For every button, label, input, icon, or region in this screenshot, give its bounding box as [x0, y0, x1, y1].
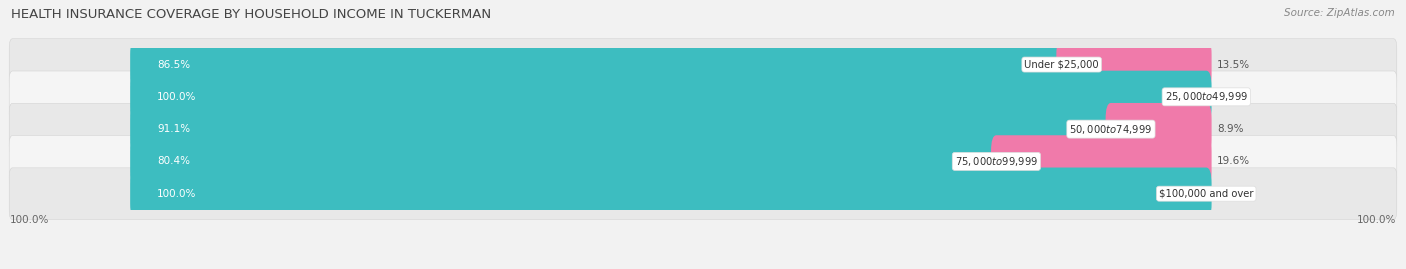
Text: $100,000 and over: $100,000 and over — [1159, 189, 1254, 199]
Text: $50,000 to $74,999: $50,000 to $74,999 — [1070, 123, 1153, 136]
FancyBboxPatch shape — [991, 135, 1212, 187]
Text: 19.6%: 19.6% — [1218, 156, 1250, 167]
Text: Source: ZipAtlas.com: Source: ZipAtlas.com — [1284, 8, 1395, 18]
Text: 100.0%: 100.0% — [157, 92, 197, 102]
FancyBboxPatch shape — [131, 38, 1067, 91]
Text: 0.0%: 0.0% — [1218, 189, 1243, 199]
FancyBboxPatch shape — [10, 39, 1396, 90]
FancyBboxPatch shape — [131, 103, 1116, 155]
Text: 100.0%: 100.0% — [10, 215, 49, 225]
FancyBboxPatch shape — [10, 71, 1396, 123]
Text: $25,000 to $49,999: $25,000 to $49,999 — [1164, 90, 1249, 103]
Text: HEALTH INSURANCE COVERAGE BY HOUSEHOLD INCOME IN TUCKERMAN: HEALTH INSURANCE COVERAGE BY HOUSEHOLD I… — [11, 8, 491, 21]
Text: $75,000 to $99,999: $75,000 to $99,999 — [955, 155, 1038, 168]
FancyBboxPatch shape — [131, 168, 1212, 220]
Text: 86.5%: 86.5% — [157, 59, 190, 70]
Text: 91.1%: 91.1% — [157, 124, 190, 134]
FancyBboxPatch shape — [10, 168, 1396, 220]
Text: 100.0%: 100.0% — [1357, 215, 1396, 225]
Text: 13.5%: 13.5% — [1218, 59, 1250, 70]
Text: Under $25,000: Under $25,000 — [1025, 59, 1099, 70]
Text: 100.0%: 100.0% — [157, 189, 197, 199]
FancyBboxPatch shape — [131, 135, 1001, 187]
FancyBboxPatch shape — [10, 103, 1396, 155]
FancyBboxPatch shape — [131, 71, 1212, 123]
FancyBboxPatch shape — [10, 136, 1396, 187]
FancyBboxPatch shape — [1105, 103, 1212, 155]
Text: 8.9%: 8.9% — [1218, 124, 1243, 134]
Text: 0.0%: 0.0% — [1218, 92, 1243, 102]
Text: 80.4%: 80.4% — [157, 156, 190, 167]
FancyBboxPatch shape — [1056, 38, 1212, 91]
